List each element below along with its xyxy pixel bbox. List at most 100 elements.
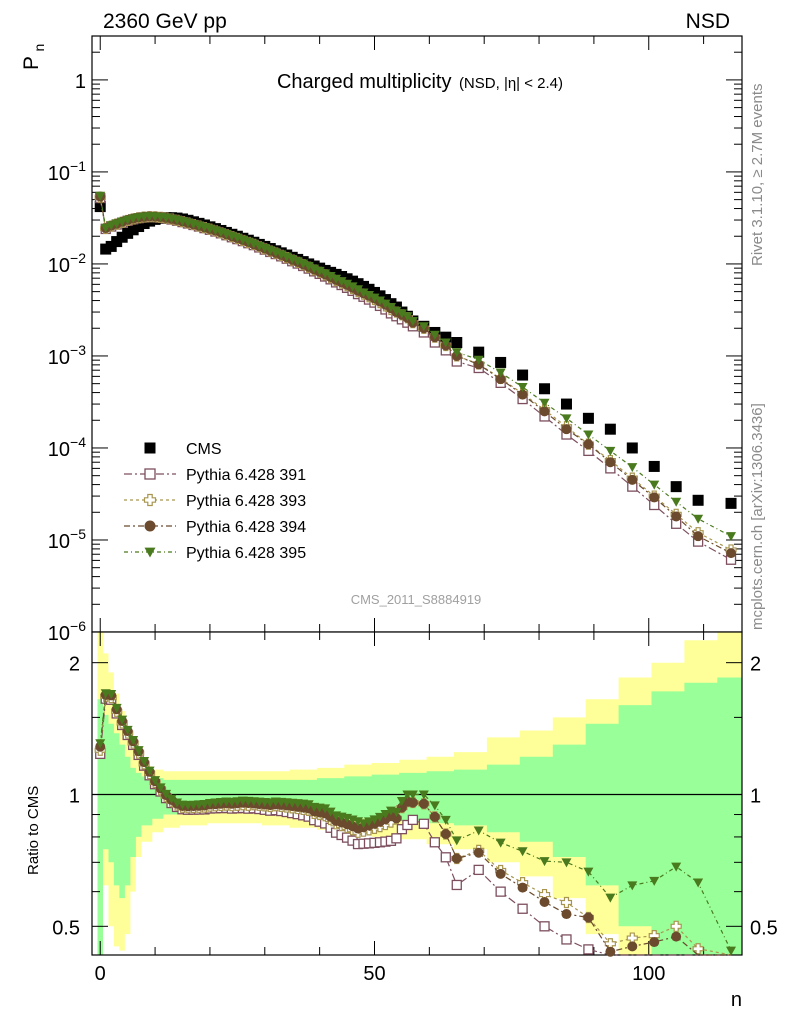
data-point <box>298 259 309 269</box>
data-point <box>561 414 572 424</box>
stat-uncertainty-band <box>97 677 742 955</box>
y-tick-base: 10 <box>48 531 70 553</box>
ratio-point <box>407 797 418 808</box>
mcplots-label: mcplots.cern.ch [arXiv:1306.3436] <box>749 403 766 630</box>
legend-label-0: CMS <box>186 441 222 458</box>
ratio-point <box>451 836 462 846</box>
data-point <box>117 217 128 227</box>
ratio-point <box>605 893 616 903</box>
ratio-axes: 0.5 0.5 1 1 2 2 0 50 100 <box>0 631 786 1024</box>
data-point <box>353 285 364 295</box>
data-point <box>582 412 594 424</box>
ratio-point <box>561 934 572 945</box>
data-point <box>560 398 572 410</box>
y-axis-label-main: P <box>20 56 43 70</box>
ratio-point <box>396 796 407 806</box>
data-point <box>671 511 682 522</box>
data-point <box>649 492 660 503</box>
ratio-point <box>517 903 528 914</box>
ratio-point <box>693 878 704 888</box>
ratio-point <box>369 815 380 825</box>
y-tick-label: 10−5 <box>48 526 86 553</box>
ratio-point <box>583 944 594 955</box>
data-point <box>292 257 303 267</box>
ratio-point <box>144 766 155 776</box>
ratio-point <box>692 943 704 955</box>
ratio-point <box>407 790 418 800</box>
data-point <box>320 269 331 279</box>
data-point <box>517 382 528 392</box>
data-point <box>495 356 507 368</box>
ratio-point <box>150 776 161 786</box>
x-tick-label: 100 <box>632 963 665 985</box>
header-left: 2360 GeV pp <box>103 10 227 33</box>
data-point <box>726 532 737 542</box>
ratio-y-tick-label-left: 1 <box>69 785 80 807</box>
y-tick-base: 10 <box>48 347 70 369</box>
legend-label-3: Pythia 6.428 394 <box>186 519 306 536</box>
ratio-point <box>418 790 429 800</box>
data-point <box>309 264 320 274</box>
ratio-point <box>374 812 385 822</box>
data-point <box>95 191 106 201</box>
y-tick-base: 10 <box>48 623 70 645</box>
ratio-y-tick-label-right: 1 <box>750 785 761 807</box>
legend-marker-1 <box>144 468 156 480</box>
data-point <box>517 369 529 381</box>
legend-marker-2 <box>143 493 157 507</box>
ratio-point <box>364 817 375 827</box>
y-tick-exponent: −3 <box>70 342 86 358</box>
data-point <box>670 481 682 493</box>
data-point <box>374 296 385 306</box>
legend-marker-4 <box>144 547 156 558</box>
ratio-point <box>325 807 336 817</box>
ratio-y-tick-label-right: 2 <box>750 654 761 676</box>
x-tick-label: 0 <box>95 963 106 985</box>
y-tick-label: 10−1 <box>48 158 86 185</box>
y-axis-label-sub: n <box>31 44 47 52</box>
data-point <box>122 215 133 225</box>
data-point <box>111 219 122 229</box>
data-point <box>539 406 550 417</box>
ratio-point <box>649 937 660 948</box>
ratio-point <box>429 811 440 822</box>
data-point <box>100 223 111 233</box>
data-point <box>94 201 106 213</box>
data-point <box>451 348 462 358</box>
y-tick-label: 10−4 <box>48 434 86 461</box>
data-point <box>303 261 314 271</box>
data-point <box>583 430 594 440</box>
y-tick-exponent: −4 <box>70 434 86 450</box>
data-point <box>473 346 485 358</box>
data-point <box>347 282 358 292</box>
data-point <box>583 439 594 450</box>
data-point <box>627 463 638 473</box>
data-point <box>604 423 616 435</box>
ratio-point <box>418 818 430 829</box>
data-point <box>391 306 402 316</box>
data-point <box>649 480 660 490</box>
data-point <box>336 277 347 287</box>
ratio-point <box>429 801 440 811</box>
ratio-point <box>473 826 484 836</box>
data-point <box>358 288 369 298</box>
y-tick-label: 10−2 <box>48 250 86 277</box>
ratio-point <box>407 814 419 826</box>
data-point <box>380 299 391 309</box>
data-point <box>726 548 737 559</box>
ratio-point <box>517 882 528 893</box>
legend-label-2: Pythia 6.428 393 <box>186 493 306 510</box>
ratio-point <box>495 886 506 897</box>
y-tick-base: 1 <box>75 71 86 93</box>
ratio-point <box>605 946 616 957</box>
data-point <box>693 531 704 542</box>
y-axis-label: P n <box>20 44 47 70</box>
y-tick-exponent: −1 <box>70 158 86 174</box>
ratio-point <box>391 808 402 818</box>
ratio-point <box>451 853 462 864</box>
data-point <box>517 389 528 400</box>
ratio-y-tick-label-left: 2 <box>69 654 80 676</box>
ratio-point <box>627 941 638 952</box>
ratio-point <box>391 833 402 844</box>
ratio-point <box>133 746 144 756</box>
